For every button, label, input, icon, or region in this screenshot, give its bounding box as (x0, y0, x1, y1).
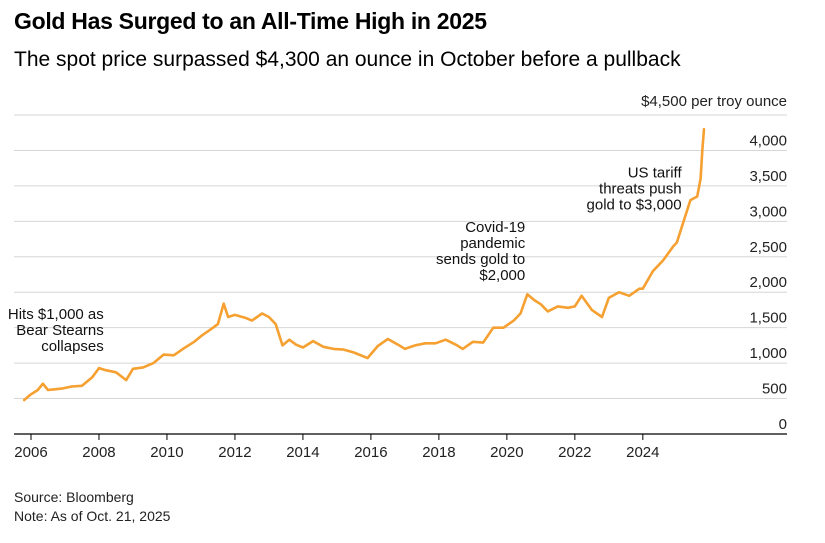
x-tick-label: 2008 (82, 444, 115, 461)
price-series (22, 127, 706, 402)
y-axis-label: $4,500 per troy ounce (641, 93, 787, 110)
annotation-text: $2,000 (479, 267, 525, 284)
x-tick-label: 2010 (150, 444, 183, 461)
annotation-text: Bear Stearns (16, 322, 104, 339)
y-tick-label: 1,500 (749, 310, 787, 327)
y-tick-label: 2,000 (749, 274, 787, 291)
x-tick-label: 2014 (286, 444, 319, 461)
y-tick-label: 1,000 (749, 345, 787, 362)
x-tick-label: 2012 (218, 444, 251, 461)
chart-title: Gold Has Surged to an All-Time High in 2… (14, 8, 487, 34)
gold-price-line (22, 127, 706, 402)
chart-subtitle: The spot price surpassed $4,300 an ounce… (14, 48, 681, 71)
x-tick-label: 2006 (14, 444, 47, 461)
date-note: Note: As of Oct. 21, 2025 (14, 508, 171, 524)
grid-lines (14, 114, 787, 400)
x-tick-label: 2020 (490, 444, 523, 461)
x-axis-ticks: 2006 2008 2010 2012 2014 2016 2018 2020 2022 2024 (14, 434, 660, 461)
x-tick-label: 2018 (422, 444, 455, 461)
annotation-text: Covid-19 (465, 219, 525, 236)
annotation-text: threats push (599, 180, 682, 197)
annotation-text: Hits $1,000 as (8, 306, 104, 323)
y-tick-label: 0 (779, 416, 787, 433)
x-tick-label: 2016 (354, 444, 387, 461)
annotation-text: gold to $3,000 (587, 196, 682, 213)
y-tick-label: 3,500 (749, 168, 787, 185)
y-tick-label: 3,000 (749, 203, 787, 220)
annotation-text: pandemic (460, 235, 526, 252)
annotation-text: sends gold to (436, 251, 525, 268)
x-tick-label: 2024 (626, 444, 659, 461)
x-tick-label: 2022 (558, 444, 591, 461)
annotation-text: collapses (41, 338, 104, 355)
y-axis-ticks: 0 500 1,000 1,500 2,000 2,500 3,000 3,500 4,000 (749, 132, 787, 433)
source-note: Source: Bloomberg (14, 489, 134, 505)
y-tick-label: 2,500 (749, 239, 787, 256)
y-tick-label: 4,000 (749, 132, 787, 149)
annotation-text: US tariff (628, 164, 683, 181)
y-tick-label: 500 (762, 381, 787, 398)
